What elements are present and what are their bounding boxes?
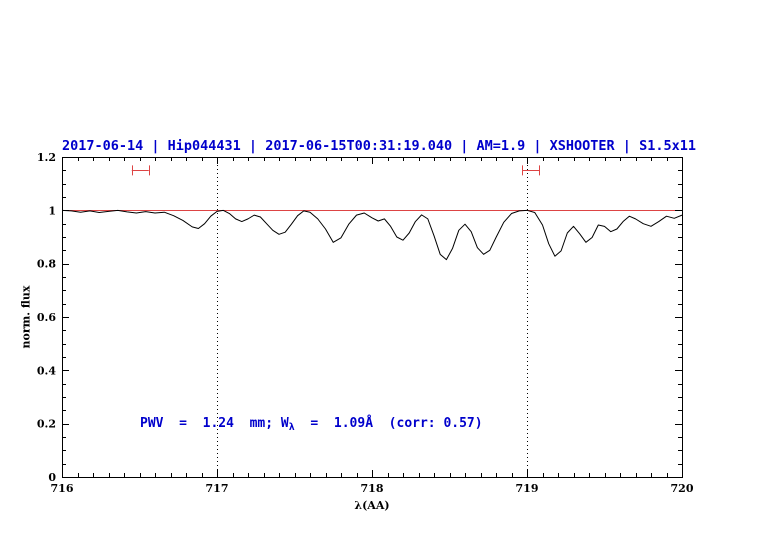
svg-text:719: 719 [516, 482, 539, 495]
svg-text:1: 1 [48, 204, 56, 217]
svg-text:1.2: 1.2 [37, 151, 56, 164]
svg-text:0.2: 0.2 [37, 418, 56, 431]
x-axis-label: λ(AA) [354, 499, 390, 512]
pwv-annotation: PWV = 1.24 mm; Wλ = 1.09Å (corr: 0.57) [140, 416, 483, 433]
svg-text:0.4: 0.4 [37, 364, 56, 377]
pwv-annotation-prefix: PWV = 1.24 mm; W [140, 416, 289, 431]
pwv-annotation-lambda-subscript: λ [288, 422, 295, 433]
svg-text:0: 0 [48, 471, 56, 484]
svg-text:717: 717 [206, 482, 229, 495]
svg-text:0.6: 0.6 [37, 311, 56, 324]
svg-text:716: 716 [51, 482, 74, 495]
svg-text:720: 720 [671, 482, 694, 495]
plot-title: 2017-06-14 | Hip044431 | 2017-06-15T00:3… [62, 138, 696, 154]
spectrum-line [61, 209, 683, 261]
svg-text:0.8: 0.8 [37, 258, 56, 271]
svg-text:718: 718 [361, 482, 384, 495]
pwv-annotation-suffix: = 1.09Å (corr: 0.57) [294, 416, 483, 431]
